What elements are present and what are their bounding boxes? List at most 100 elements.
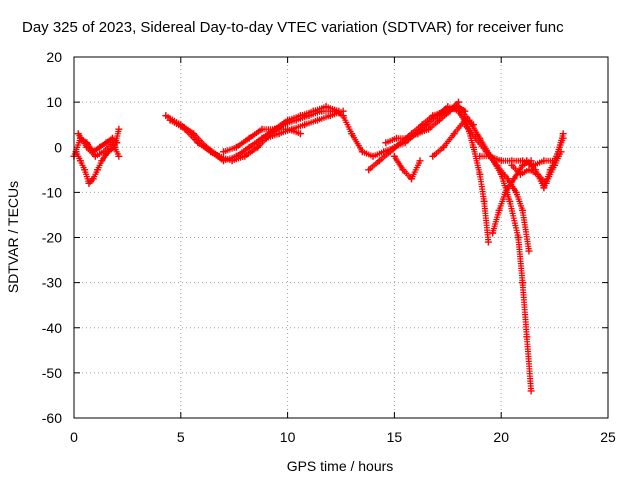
data-point (245, 143, 253, 151)
data-point (309, 107, 317, 115)
data-point (207, 148, 215, 156)
series-arc-c4 (390, 152, 424, 183)
data-point (162, 112, 170, 120)
y-tick-label: 0 (54, 139, 62, 155)
data-point (166, 116, 174, 124)
data-point (476, 170, 484, 178)
data-point (469, 143, 477, 151)
data-point (531, 166, 539, 174)
data-point (506, 197, 514, 205)
data-point (407, 175, 415, 183)
data-point (450, 130, 458, 138)
data-point (484, 238, 492, 246)
data-point (220, 148, 228, 156)
data-point (301, 121, 309, 129)
x-tick-label: 0 (70, 429, 78, 445)
data-point (382, 139, 390, 147)
data-point (181, 125, 189, 133)
data-point (85, 179, 93, 187)
data-point (296, 112, 304, 120)
x-tick-label: 15 (387, 429, 403, 445)
y-axis-title: SDTVAR / TECUs (5, 181, 21, 293)
data-point (275, 130, 283, 138)
data-point (98, 157, 106, 165)
data-point (495, 206, 503, 214)
data-point (232, 152, 240, 160)
data-point (83, 143, 91, 151)
data-point (429, 152, 437, 160)
data-point (440, 143, 448, 151)
data-point (540, 184, 548, 192)
data-point (416, 157, 424, 165)
data-point (258, 125, 266, 133)
data-point (339, 112, 347, 120)
data-point (271, 125, 279, 133)
data-point (472, 134, 480, 142)
y-tick-label: -20 (42, 230, 62, 246)
series-arc-b2 (166, 103, 343, 165)
data-point (96, 143, 104, 151)
series-arc-a3 (74, 130, 123, 160)
chart-title: Day 325 of 2023, Sidereal Day-to-day VTE… (22, 19, 564, 36)
data-point (194, 139, 202, 147)
data-point (510, 175, 518, 183)
series-arc-b4 (262, 107, 347, 142)
data-point (454, 103, 462, 111)
x-tick-label: 20 (493, 429, 509, 445)
data-point (546, 166, 554, 174)
data-point (497, 157, 505, 165)
data-point (553, 152, 561, 160)
data-point (322, 103, 330, 111)
data-point (514, 234, 522, 241)
y-tick-label: -60 (42, 410, 62, 426)
data-point (74, 130, 82, 138)
data-point (501, 188, 509, 196)
data-point (314, 116, 322, 124)
data-point (399, 166, 407, 174)
data-point (375, 157, 383, 165)
data-point (115, 125, 123, 133)
data-point (527, 387, 535, 395)
data-point (380, 148, 388, 156)
x-axis-title: GPS time / hours (287, 458, 394, 474)
data-point (465, 116, 473, 124)
data-series (70, 98, 567, 395)
data-point (365, 166, 373, 174)
data-point (386, 148, 394, 156)
data-point (414, 130, 422, 138)
data-point (108, 139, 116, 147)
data-point (476, 152, 484, 160)
data-point (508, 161, 516, 169)
data-point (81, 166, 89, 174)
data-point (487, 152, 495, 160)
data-point (115, 152, 123, 160)
data-point (523, 157, 531, 165)
data-point (220, 157, 228, 165)
data-point (348, 130, 356, 138)
data-point (102, 139, 110, 147)
y-tick-label: 10 (46, 94, 62, 110)
y-tick-label: -10 (42, 184, 62, 200)
data-point (512, 188, 520, 196)
data-point (232, 143, 240, 151)
x-tick-label: 25 (600, 429, 616, 445)
series-arc-c1 (339, 103, 469, 160)
data-point (525, 247, 533, 255)
series-arc-e3 (523, 130, 567, 192)
data-point (516, 170, 524, 178)
data-point (525, 166, 533, 174)
data-point (369, 152, 377, 160)
data-point (245, 134, 253, 142)
series-arc-a2 (72, 125, 123, 187)
data-point (504, 175, 512, 183)
data-point (559, 130, 567, 138)
y-tick-label: -40 (42, 320, 62, 336)
x-tick-label: 10 (280, 429, 296, 445)
data-point (93, 166, 101, 174)
data-point (403, 134, 411, 142)
axis-ticks: 0 5 10 15 20 25 -60 -50 -40 -30 -20 -10 0 10 20 (42, 49, 616, 445)
data-point (254, 143, 262, 151)
data-point (433, 112, 441, 120)
